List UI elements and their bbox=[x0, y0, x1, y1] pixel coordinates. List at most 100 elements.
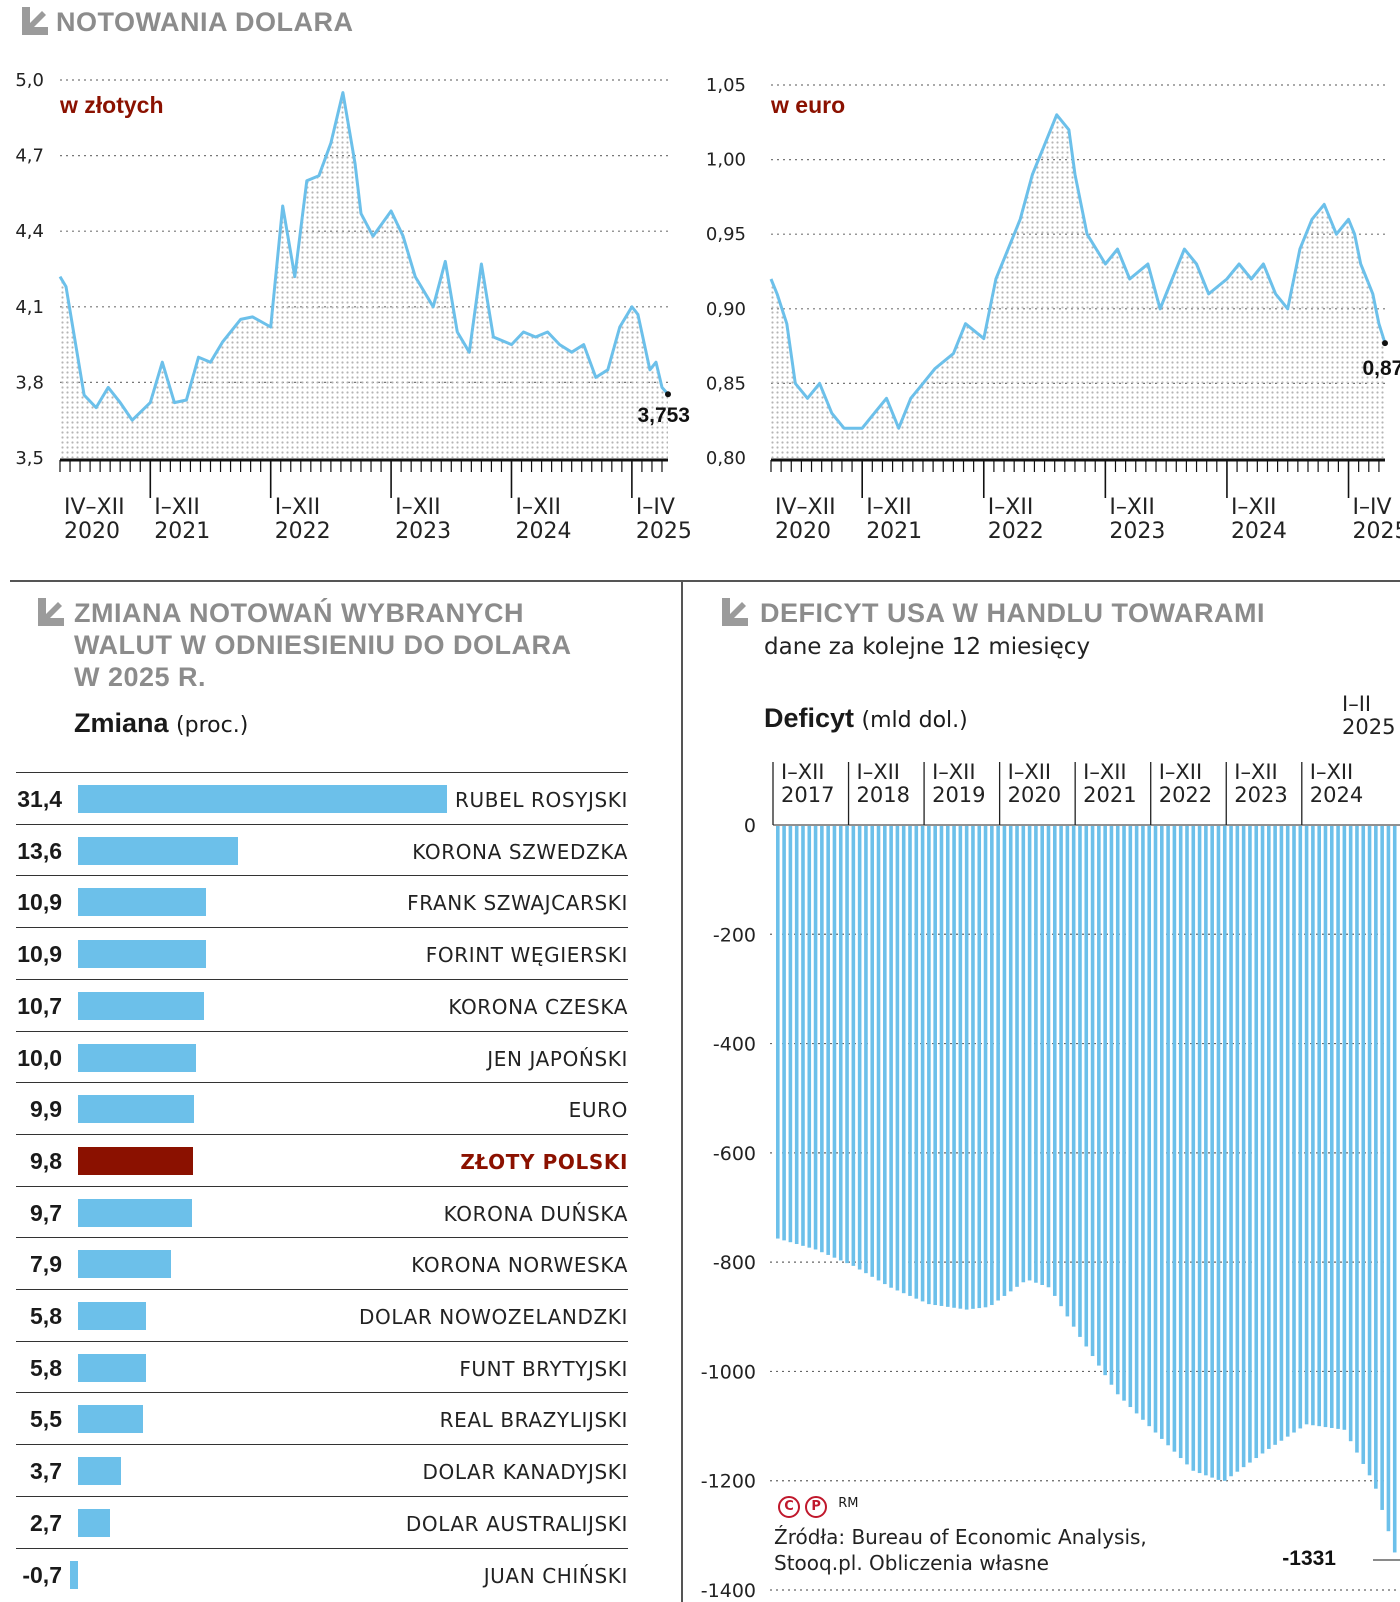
y-tick-label: -1400 bbox=[701, 1580, 756, 1602]
x-period-label: I–XII bbox=[1310, 760, 1353, 784]
bar-category-label: EURO bbox=[568, 1098, 628, 1123]
bar bbox=[69, 1560, 78, 1589]
bar-value-label: 13,6 bbox=[17, 837, 62, 864]
last-point bbox=[665, 391, 671, 398]
bar-row-divider bbox=[16, 1392, 628, 1394]
y-tick-label: 0,95 bbox=[706, 224, 746, 245]
deficit-bar bbox=[889, 826, 893, 1288]
deficit-bar bbox=[788, 826, 793, 1243]
x-period-year: 2025 bbox=[636, 519, 692, 544]
bar-row-divider bbox=[16, 875, 628, 877]
x-period-year: 2022 bbox=[988, 519, 1044, 544]
deficit-bar bbox=[857, 826, 862, 1270]
deficit-heading: Deficyt (mld dol.) bbox=[764, 703, 968, 734]
deficit-bar bbox=[1008, 826, 1013, 1292]
deficit-bar bbox=[832, 826, 837, 1258]
deficit-bar bbox=[964, 826, 969, 1310]
y-tick-label: -800 bbox=[713, 1252, 756, 1274]
bar bbox=[78, 1250, 171, 1279]
last-point bbox=[1382, 340, 1388, 347]
bar bbox=[78, 785, 447, 813]
deficit-bar bbox=[927, 826, 931, 1305]
deficit-bar bbox=[1172, 826, 1177, 1452]
bar bbox=[78, 1457, 122, 1486]
area-fill bbox=[60, 92, 668, 458]
bar-row-divider bbox=[16, 1340, 628, 1342]
bar-value-label: 7,9 bbox=[30, 1251, 62, 1278]
deficit-bar bbox=[1279, 826, 1284, 1441]
bar-category-label: ZŁOTY POLSKI bbox=[460, 1149, 628, 1174]
deficit-bar bbox=[1355, 826, 1359, 1453]
deficit-bar bbox=[1336, 826, 1340, 1429]
x-period-year: 2017 bbox=[781, 783, 834, 807]
deficit-bar bbox=[1241, 826, 1246, 1468]
deficit-bar bbox=[1317, 826, 1321, 1427]
y-tick-label: 4,4 bbox=[15, 221, 44, 242]
deficit-bar bbox=[971, 826, 975, 1309]
deficit-bar bbox=[864, 826, 868, 1274]
deficit-bar bbox=[1386, 826, 1391, 1532]
deficit-bar bbox=[1185, 826, 1189, 1465]
bar-value-label: 10,7 bbox=[17, 992, 62, 1019]
bar-category-label: DOLAR NOWOZELANDZKI bbox=[359, 1305, 628, 1329]
deficit-bar bbox=[1342, 826, 1347, 1430]
bar-category-label: DOLAR KANADYJSKI bbox=[422, 1460, 628, 1485]
bar-category-label: FRANK SZWAJCARSKI bbox=[407, 891, 628, 916]
y-tick-label: 1,00 bbox=[706, 150, 746, 171]
deficit-bar bbox=[1141, 826, 1145, 1420]
x-period-label: I–XII bbox=[154, 495, 200, 520]
x-period-label: I–XII bbox=[866, 495, 912, 520]
x-period-year: 2018 bbox=[857, 783, 910, 807]
deficit-bar bbox=[1178, 826, 1183, 1459]
deficit-bar bbox=[1071, 826, 1076, 1327]
x-period-label: I–XII bbox=[781, 760, 824, 784]
bar-row-divider bbox=[16, 978, 628, 980]
deficit-bar bbox=[782, 826, 786, 1241]
bar-category-label: REAL BRAZYLIJSKI bbox=[439, 1408, 628, 1433]
deficit-bar bbox=[1222, 826, 1227, 1481]
deficit-bar bbox=[1298, 826, 1303, 1429]
x-period-label: I–XII bbox=[932, 760, 975, 784]
deficit-bar bbox=[813, 826, 818, 1250]
x-period-label: I–XII bbox=[1234, 760, 1277, 784]
deficit-bar bbox=[996, 826, 1000, 1301]
section-arrow-icon bbox=[22, 7, 48, 35]
deficit-bar bbox=[1040, 826, 1044, 1285]
deficit-bar bbox=[1134, 826, 1139, 1414]
bar-category-label: JUAN CHIŃSKI bbox=[483, 1563, 628, 1588]
x-period-label: I–XII bbox=[857, 760, 900, 784]
bar-category-label: JEN JAPOŃSKI bbox=[487, 1046, 628, 1071]
bar-category-label: KORONA NORWESKA bbox=[411, 1253, 628, 1278]
x-period-year: 2021 bbox=[866, 519, 922, 544]
deficit-bar bbox=[895, 826, 900, 1291]
deficit-bar bbox=[1059, 826, 1063, 1307]
bar bbox=[78, 1302, 147, 1330]
deficit-bar bbox=[1254, 826, 1259, 1459]
section-title-trade-deficit: DEFICYT USA W HANDLU TOWARAMI bbox=[760, 598, 1265, 628]
deficit-bar bbox=[958, 826, 963, 1309]
bar-value-label: 9,7 bbox=[30, 1199, 62, 1226]
deficit-bar bbox=[1147, 826, 1152, 1427]
x-period-year: 2022 bbox=[1159, 783, 1212, 807]
author-initials: RM bbox=[838, 1496, 859, 1511]
series-line bbox=[58, 91, 670, 422]
bar bbox=[78, 1146, 194, 1175]
chart-title: w euro bbox=[770, 92, 845, 118]
copyright-icon: C bbox=[778, 1496, 800, 1518]
deficit-bar bbox=[1210, 826, 1214, 1478]
bar-row-divider bbox=[16, 1030, 628, 1032]
y-tick-label: 0,90 bbox=[706, 299, 746, 320]
deficit-bar bbox=[1348, 826, 1353, 1442]
deficit-bar bbox=[883, 826, 887, 1285]
deficit-bar bbox=[1002, 826, 1007, 1296]
title-line: ZMIANA NOTOWAŃ WYBRANYCH bbox=[74, 598, 524, 628]
title-line: WALUT W ODNIESIENIU DO DOLARA bbox=[74, 630, 572, 660]
x-period-label: I–XII bbox=[275, 495, 321, 520]
deficit-subtitle: dane za kolejne 12 miesięcy bbox=[764, 634, 1091, 660]
x-period-label: I–IV bbox=[1353, 495, 1392, 520]
deficit-bar bbox=[870, 826, 875, 1277]
x-period-year: 2021 bbox=[1083, 783, 1136, 807]
deficit-bar bbox=[1021, 826, 1026, 1283]
deficit-bar bbox=[1197, 826, 1202, 1474]
